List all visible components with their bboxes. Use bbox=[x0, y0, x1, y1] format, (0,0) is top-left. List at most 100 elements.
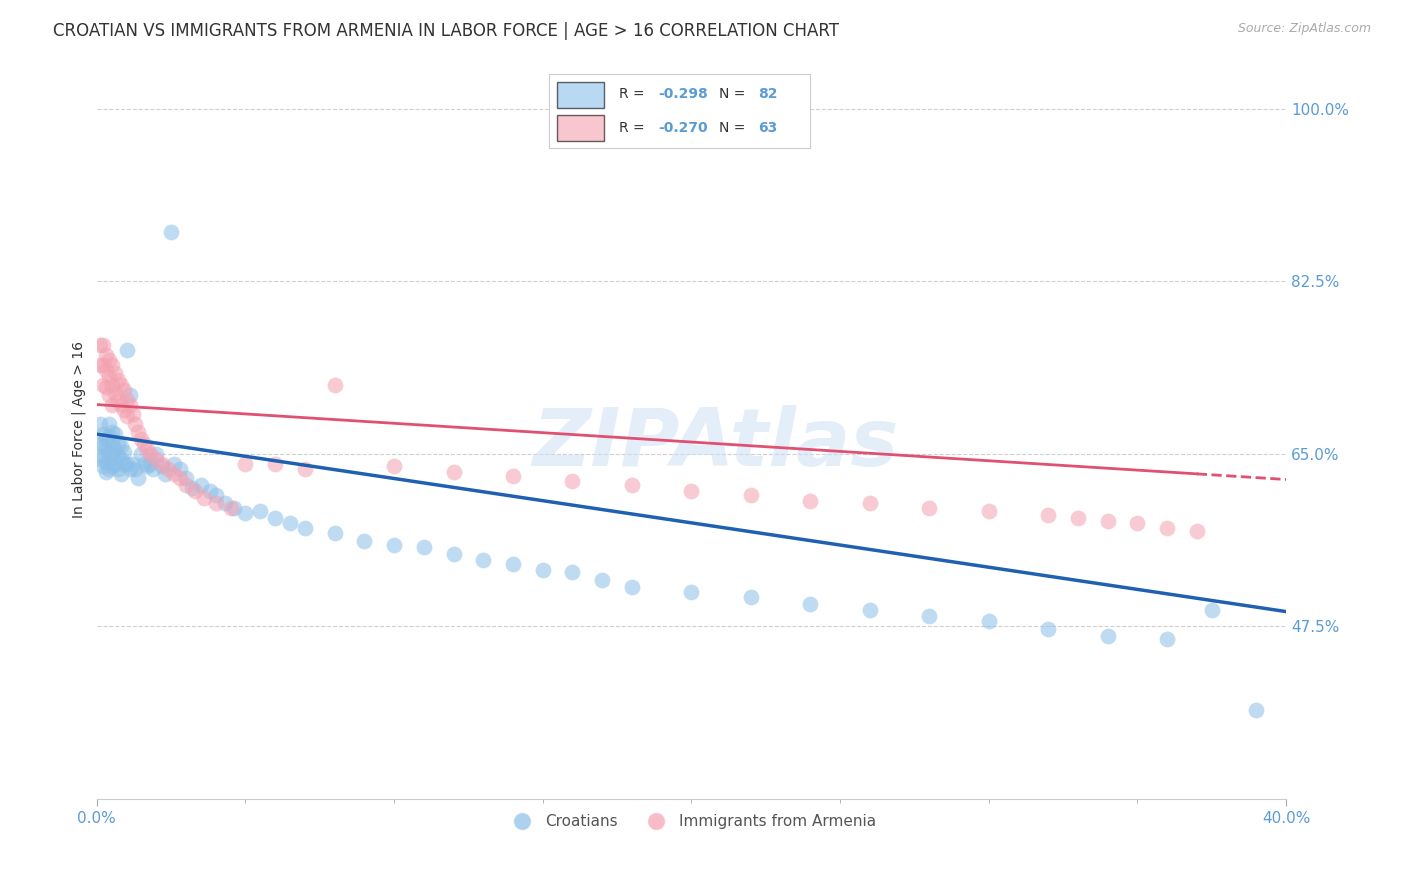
Point bbox=[110, 377, 132, 392]
Point bbox=[531, 563, 554, 577]
Point bbox=[681, 585, 703, 599]
Point bbox=[110, 398, 132, 412]
Point bbox=[118, 461, 141, 475]
Point bbox=[1097, 629, 1119, 643]
Point bbox=[104, 385, 127, 400]
Text: CROATIAN VS IMMIGRANTS FROM ARMENIA IN LABOR FORCE | AGE > 16 CORRELATION CHART: CROATIAN VS IMMIGRANTS FROM ARMENIA IN L… bbox=[53, 22, 839, 40]
Point bbox=[110, 451, 132, 466]
Point bbox=[502, 558, 524, 572]
Point bbox=[107, 461, 129, 475]
Point bbox=[100, 425, 122, 439]
Point bbox=[169, 471, 191, 485]
Point bbox=[94, 465, 117, 479]
Point bbox=[121, 408, 143, 422]
Point bbox=[91, 377, 114, 392]
Point bbox=[94, 380, 117, 394]
Point bbox=[94, 432, 117, 446]
Point bbox=[918, 501, 941, 516]
Point bbox=[353, 533, 375, 548]
Point bbox=[115, 392, 138, 407]
Point bbox=[100, 447, 122, 461]
Point bbox=[157, 461, 180, 475]
Point bbox=[131, 447, 153, 461]
Point bbox=[127, 471, 149, 485]
Point bbox=[91, 338, 114, 352]
Point bbox=[249, 504, 271, 518]
Point bbox=[121, 457, 143, 471]
Point bbox=[1067, 511, 1090, 525]
Point bbox=[561, 565, 583, 579]
Point bbox=[89, 437, 111, 451]
Point bbox=[139, 447, 162, 461]
Point bbox=[91, 358, 114, 372]
Point bbox=[443, 465, 465, 479]
Point bbox=[681, 484, 703, 499]
Point bbox=[112, 445, 135, 459]
Point bbox=[235, 506, 257, 520]
Point bbox=[561, 475, 583, 489]
Point bbox=[107, 437, 129, 451]
Point bbox=[100, 458, 122, 473]
Point bbox=[174, 471, 197, 485]
Point bbox=[859, 602, 882, 616]
Point bbox=[124, 461, 146, 475]
Point bbox=[323, 377, 346, 392]
Point bbox=[323, 525, 346, 540]
Point bbox=[1156, 632, 1178, 647]
Point bbox=[190, 478, 212, 492]
Point bbox=[977, 504, 1000, 518]
Point bbox=[104, 427, 127, 442]
Point bbox=[100, 377, 122, 392]
Point bbox=[118, 388, 141, 402]
Point bbox=[150, 457, 173, 471]
Point bbox=[799, 597, 821, 611]
Point bbox=[89, 417, 111, 432]
Point bbox=[1156, 521, 1178, 535]
Y-axis label: In Labor Force | Age > 16: In Labor Force | Age > 16 bbox=[72, 341, 86, 517]
Point bbox=[1036, 622, 1059, 636]
Point bbox=[163, 457, 186, 471]
Point bbox=[104, 457, 127, 471]
Point bbox=[204, 496, 226, 510]
Point bbox=[89, 338, 111, 352]
Point bbox=[91, 439, 114, 453]
Point bbox=[219, 501, 242, 516]
Point bbox=[112, 402, 135, 417]
Point bbox=[100, 437, 122, 451]
Point bbox=[100, 398, 122, 412]
Point bbox=[382, 537, 405, 551]
Point bbox=[799, 494, 821, 508]
Point bbox=[97, 370, 120, 384]
Point bbox=[412, 541, 434, 555]
Point bbox=[184, 484, 207, 499]
Point bbox=[163, 467, 186, 481]
Point bbox=[382, 458, 405, 473]
Point bbox=[107, 449, 129, 463]
Point bbox=[1036, 508, 1059, 522]
Point bbox=[104, 442, 127, 456]
Point bbox=[264, 511, 287, 525]
Point bbox=[169, 461, 191, 475]
Point bbox=[97, 461, 120, 475]
Point bbox=[136, 442, 159, 456]
Point bbox=[193, 491, 215, 506]
Point bbox=[174, 478, 197, 492]
Point bbox=[104, 366, 127, 380]
Text: ZIPAtlas: ZIPAtlas bbox=[531, 405, 898, 483]
Point bbox=[115, 457, 138, 471]
Point bbox=[294, 461, 316, 475]
Point bbox=[278, 516, 301, 530]
Point bbox=[97, 429, 120, 443]
Point bbox=[222, 501, 245, 516]
Point bbox=[134, 457, 156, 471]
Point bbox=[118, 398, 141, 412]
Point bbox=[591, 573, 613, 587]
Point bbox=[145, 447, 167, 461]
Point bbox=[131, 432, 153, 446]
Legend: Croatians, Immigrants from Armenia: Croatians, Immigrants from Armenia bbox=[501, 808, 882, 836]
Point bbox=[1201, 602, 1223, 616]
Point bbox=[91, 449, 114, 463]
Point bbox=[112, 383, 135, 397]
Point bbox=[112, 457, 135, 471]
Point bbox=[1185, 524, 1208, 538]
